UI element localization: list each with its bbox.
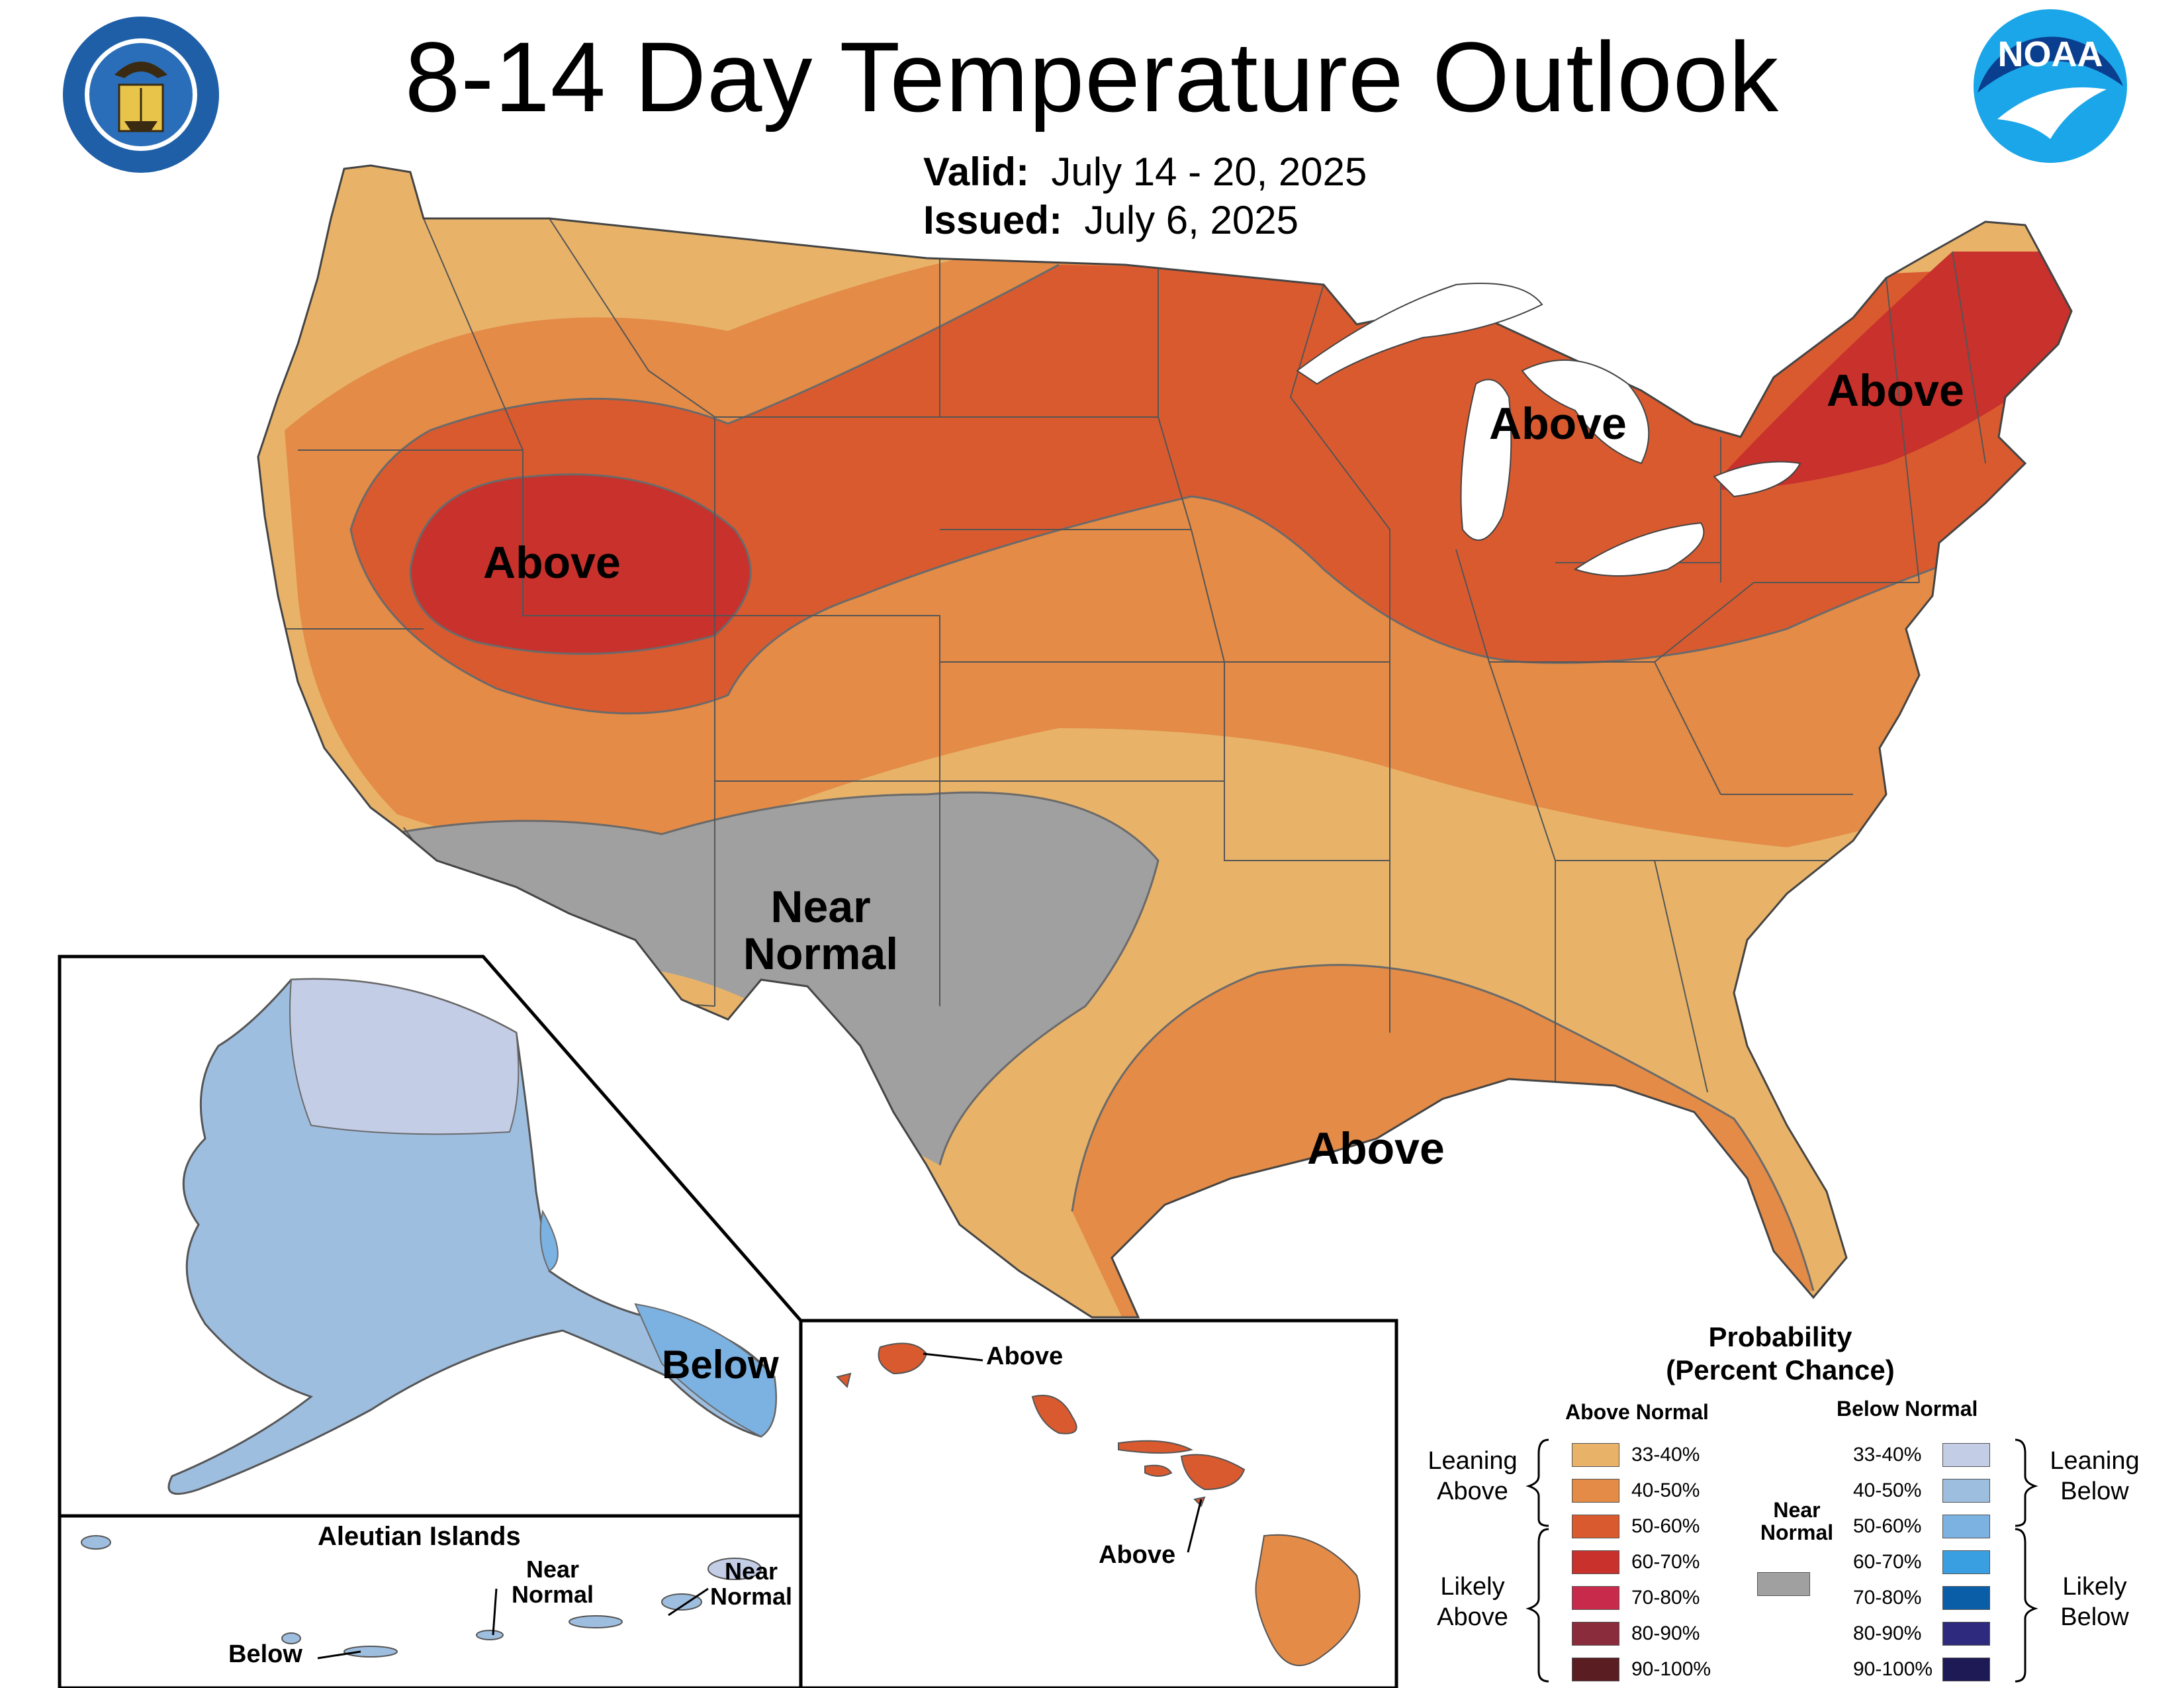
legend-above-range-6: 90-100% (1631, 1658, 1711, 1680)
legend-above-range-3: 60-70% (1631, 1551, 1700, 1573)
legend-title-line2: (Percent Chance) (1666, 1354, 1895, 1386)
valid-line: Valid: July 14 - 20, 2025 (923, 149, 1367, 195)
svg-text:NOAA: NOAA (1998, 34, 2103, 74)
legend-below-range-2: 50-60% (1853, 1515, 1922, 1537)
page-title: 8-14 Day Temperature Outlook (404, 21, 1780, 132)
legend-below-swatch-1 (1942, 1479, 1990, 1503)
alaska-inset-frame (58, 955, 803, 1688)
legend-above-range-4: 70-80% (1631, 1587, 1700, 1609)
legend-below-range-1: 40-50% (1853, 1479, 1922, 1501)
valid-label: Valid: (923, 150, 1030, 194)
alaska-southeast-below (539, 1209, 777, 1438)
label-alaska-below: Below (662, 1342, 779, 1387)
legend-above-swatch-4 (1572, 1586, 1619, 1610)
label-northeast-above: Above (1827, 365, 1964, 416)
legend-above-swatch-0 (1572, 1443, 1619, 1467)
label-great-lakes-above: Above (1489, 399, 1627, 449)
label-hawaii-above-1: Above (986, 1342, 1064, 1370)
legend-above-swatch-3 (1572, 1550, 1619, 1574)
legend-above-swatch-6 (1572, 1658, 1619, 1681)
legend-likely-below: Likely Below (2060, 1573, 2129, 1631)
noaa-logo: NOAA (1974, 9, 2127, 163)
conus-outline (257, 164, 2073, 1319)
label-west-above: Above (483, 538, 621, 588)
issued-date: July 6, 2025 (1084, 198, 1298, 242)
hawaii-leader-1 (923, 1352, 983, 1362)
label-gulf-above: Above (1307, 1123, 1445, 1174)
alaska-north-leaning-below (289, 978, 520, 1135)
state-borders (278, 218, 1986, 1093)
issued-label: Issued: (923, 198, 1063, 242)
legend-likely-above: Likely Above (1437, 1573, 1508, 1631)
legend-below-swatch-5 (1942, 1622, 1990, 1646)
aleutian-islands (81, 1535, 762, 1658)
hawaii-islands (836, 1342, 1361, 1666)
legend-leaning-below: Leaning Below (2050, 1447, 2140, 1505)
aleutian-title: Aleutian Islands (318, 1522, 521, 1551)
commerce-seal-logo (60, 14, 222, 175)
label-aleutian-near-normal-2: Near Normal (709, 1558, 793, 1610)
great-lakes (1296, 283, 1801, 577)
label-aleutian-below: Below (228, 1640, 302, 1668)
legend-near-normal-label: Near Normal (1760, 1498, 1834, 1544)
label-aleutian-near-normal-1: Near Normal (511, 1556, 594, 1608)
legend-above-range-0: 33-40% (1631, 1444, 1700, 1466)
legend-below-swatch-6 (1942, 1658, 1990, 1681)
legend-below-range-6: 90-100% (1853, 1658, 1933, 1680)
legend-above-swatch-2 (1572, 1515, 1619, 1538)
legend-above-range-2: 50-60% (1631, 1515, 1700, 1537)
legend-title: Probability (Percent Chance) (1608, 1321, 1952, 1387)
legend-below-swatch-3 (1942, 1550, 1990, 1574)
legend-title-line1: Probability (1708, 1321, 1852, 1352)
legend-below-range-5: 80-90% (1853, 1622, 1922, 1644)
legend-leaning-above: Leaning Above (1428, 1447, 1518, 1505)
legend-above-heading: Above Normal (1565, 1400, 1709, 1424)
legend-below-swatch-2 (1942, 1515, 1990, 1538)
legend-above-range-5: 80-90% (1631, 1622, 1700, 1644)
hawaii-inset-frame (801, 1319, 1398, 1688)
label-hawaii-above-2: Above (1099, 1541, 1176, 1569)
aleutian-leader-2 (668, 1587, 709, 1617)
legend-below-swatch-4 (1942, 1586, 1990, 1610)
legend-above-range-1: 40-50% (1631, 1479, 1700, 1501)
legend-below-heading: Below Normal (1837, 1397, 1978, 1421)
legend-below-range-3: 60-70% (1853, 1551, 1922, 1573)
aleutian-leader-1 (492, 1588, 498, 1636)
legend-above-swatch-1 (1572, 1479, 1619, 1503)
label-southwest-near-normal: Near Normal (743, 882, 899, 980)
legend-braces (1525, 1438, 2038, 1683)
legend-below-range-0: 33-40% (1853, 1444, 1922, 1466)
hawaii-leader-2 (1187, 1499, 1203, 1553)
legend-below-swatch-0 (1942, 1443, 1990, 1467)
legend-near-normal-swatch (1757, 1572, 1810, 1596)
valid-dates: July 14 - 20, 2025 (1051, 150, 1367, 194)
legend-above-swatch-5 (1572, 1622, 1619, 1646)
legend-below-range-4: 70-80% (1853, 1587, 1922, 1609)
issued-line: Issued: July 6, 2025 (923, 197, 1298, 243)
aleutian-leader-3 (317, 1650, 361, 1660)
